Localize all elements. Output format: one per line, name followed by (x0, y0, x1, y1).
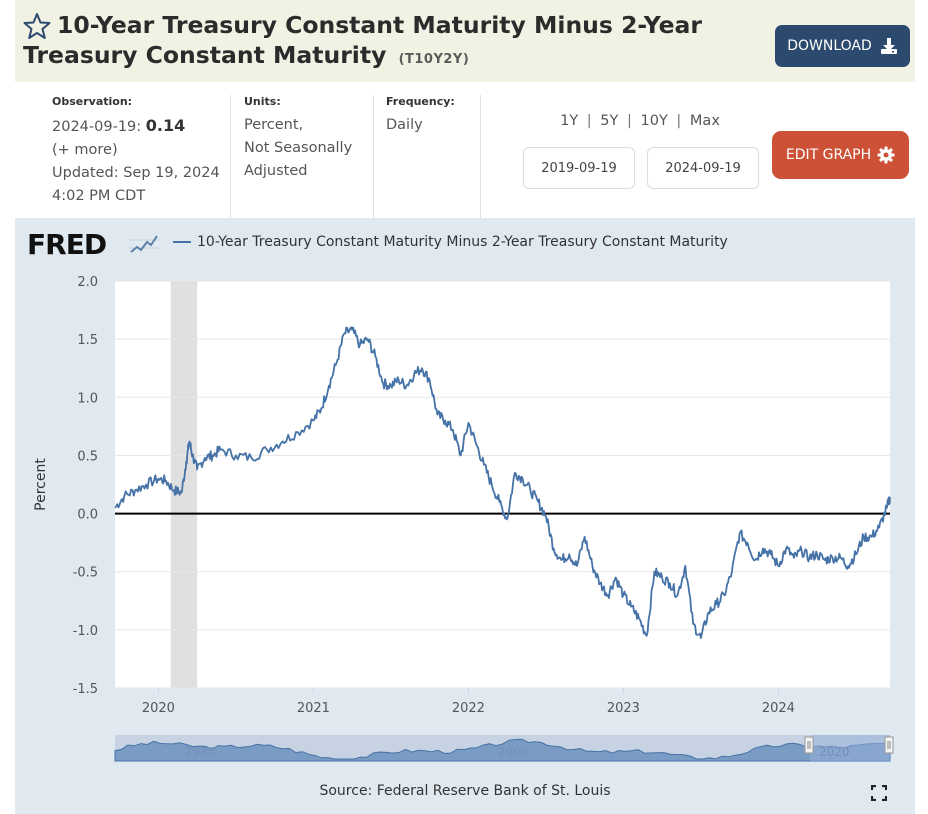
x-axis: 2020 2021 2022 2023 2024 (142, 688, 795, 716)
units-label: Units: (244, 95, 281, 108)
legend-swatch (173, 241, 191, 243)
units-block: Units: Percent, Not Seasonally Adjusted (244, 95, 369, 183)
end-date-input[interactable]: 2024-09-19 (647, 147, 759, 189)
chart-legend: 10-Year Treasury Constant Maturity Minus… (173, 234, 728, 250)
navigator-selection[interactable] (810, 735, 890, 761)
updated-line-1: Updated: Sep 19, 2024 (52, 165, 220, 181)
series-id: (T10Y2Y) (398, 52, 470, 67)
range-1y[interactable]: 1Y (560, 113, 579, 129)
navigator-label-1980: 1980 (185, 745, 216, 759)
range-10y[interactable]: 10Y (640, 113, 668, 129)
x-tick-label: 2021 (297, 701, 330, 716)
observation-label: Observation: (52, 95, 133, 108)
y-tick-label: 1.5 (77, 333, 98, 348)
y-axis-label: Percent (33, 458, 49, 511)
units-line-3: Adjusted (244, 163, 308, 179)
fred-logo: FRED (27, 228, 107, 261)
legend-label: 10-Year Treasury Constant Maturity Minus… (197, 234, 728, 250)
y-tick-label: 0.0 (77, 508, 98, 523)
range-separator: | (586, 113, 592, 129)
navigator-right-handle[interactable] (884, 736, 894, 754)
series-header: 10-Year Treasury Constant Maturity Minus… (15, 0, 915, 82)
fred-chart-icon (129, 232, 159, 256)
range-5y[interactable]: 5Y (600, 113, 619, 129)
page-title: 10-Year Treasury Constant Maturity Minus… (23, 10, 763, 75)
recession-band (170, 281, 198, 688)
updated-line-2: 4:02 PM CDT (52, 188, 146, 204)
y-tick-label: -1.0 (73, 624, 98, 639)
y-tick-label: 1.0 (77, 391, 98, 406)
edit-graph-label: EDIT GRAPH (785, 147, 872, 163)
x-tick-label: 2020 (142, 701, 175, 716)
navigator-series (114, 738, 891, 762)
series-line (114, 326, 891, 639)
navigator-left-handle[interactable] (804, 736, 814, 754)
observation-block: Observation: 2024-09-19: 0.14 (+ more) U… (52, 95, 227, 208)
star-icon[interactable] (23, 12, 51, 40)
y-axis: 2.0 1.5 1.0 0.5 0.0 -0.5 -1.0 -1.5 (73, 275, 98, 697)
frequency-block: Frequency: Daily (386, 95, 478, 137)
start-date-input[interactable]: 2019-09-19 (523, 147, 635, 189)
y-tick-label: -1.5 (73, 682, 98, 697)
range-selector: 1Y | 5Y | 10Y | Max (520, 113, 760, 129)
download-button[interactable]: DOWNLOAD (775, 25, 910, 67)
observation-date: 2024-09-19: (52, 119, 142, 135)
plot-area (115, 281, 890, 688)
navigator-label-2020: 2020 (819, 745, 850, 759)
x-tick-label: 2023 (607, 701, 640, 716)
units-line-1: Percent, (244, 117, 304, 133)
frequency-value: Daily (386, 117, 423, 133)
download-icon (880, 38, 897, 54)
navigator-label-2000: 2000 (498, 745, 529, 759)
edit-graph-button[interactable]: EDIT GRAPH (772, 131, 909, 179)
y-tick-label: -0.5 (73, 566, 98, 581)
range-max[interactable]: Max (689, 113, 720, 129)
gear-icon (877, 146, 895, 164)
x-tick-label: 2022 (452, 701, 485, 716)
fullscreen-icon[interactable] (871, 785, 887, 801)
divider (373, 95, 374, 218)
graph-panel: FRED 10-Year Treasury Constant Maturity … (15, 218, 915, 814)
frequency-label: Frequency: (386, 95, 455, 108)
range-separator: | (627, 113, 632, 129)
x-tick-label: 2024 (762, 701, 795, 716)
divider (230, 95, 231, 218)
divider (480, 95, 481, 218)
range-separator: | (676, 113, 682, 129)
y-tick-label: 2.0 (77, 275, 98, 290)
observation-value: 0.14 (145, 116, 186, 135)
y-tick-label: 0.5 (77, 449, 98, 464)
units-line-2: Not Seasonally (244, 140, 353, 156)
line-chart: 2.0 1.5 1.0 0.5 0.0 -0.5 -1.0 -1.5 2020 2021 2022… (33, 275, 894, 762)
source-note: Source: Federal Reserve Bank of St. Loui… (319, 783, 611, 799)
more-link[interactable]: (+ more) (52, 142, 118, 158)
series-title: 10-Year Treasury Constant Maturity Minus… (23, 11, 702, 69)
download-label: DOWNLOAD (787, 38, 872, 54)
